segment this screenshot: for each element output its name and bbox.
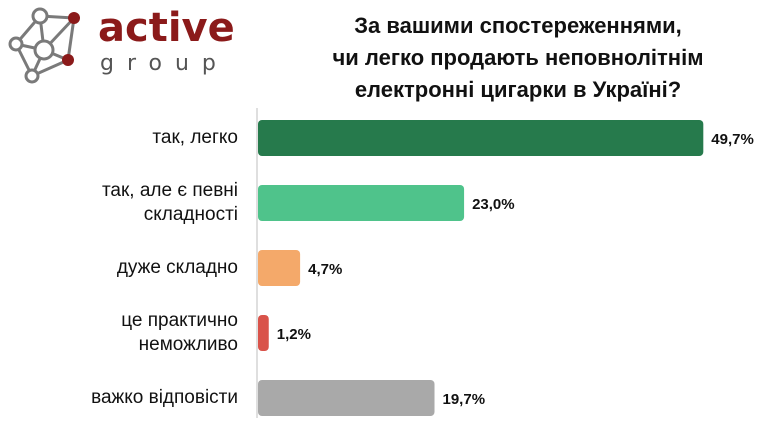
logo-name: active (98, 5, 235, 51)
category-label-2: так, але є певні складності (102, 179, 238, 227)
category-label-3-line-1: дуже складно (116, 257, 238, 278)
value-label-3: 4,7% (308, 261, 342, 278)
bar-4 (258, 315, 269, 351)
chart-title-line-3: електронні цигарки в Україні? (354, 77, 682, 102)
value-label-5: 19,7% (443, 391, 486, 408)
category-label-2-line-1: так, але є певні (101, 180, 238, 201)
category-label-4: це практично неможливо (121, 309, 238, 357)
category-label-3: дуже складно (117, 256, 238, 280)
chart-title-line-1: За вашими спостереженнями, (354, 13, 682, 38)
logo: active group (0, 0, 250, 90)
category-label-5: важко відповісти (91, 386, 238, 410)
bar-1 (258, 120, 704, 156)
bar-5 (258, 380, 435, 416)
category-label-2-line-2: складності (143, 204, 238, 225)
chart-title-line-2: чи легко продають неповнолітнім (332, 45, 704, 70)
bar-3 (258, 250, 301, 286)
value-label-1: 49,7% (711, 131, 754, 148)
category-label-1-line-1: так, легко (152, 127, 238, 148)
value-label-4: 1,2% (277, 326, 311, 343)
chart-title: За вашими спостереженнями, чи легко прод… (268, 10, 768, 106)
bar-2 (258, 185, 465, 221)
category-label-5-line-1: важко відповісти (91, 387, 238, 408)
category-label-1: так, легко (152, 126, 238, 150)
category-label-4-line-1: це практично (121, 310, 238, 331)
logo-subtitle: group (100, 51, 229, 76)
value-label-2: 23,0% (472, 196, 515, 213)
network-logo-icon (8, 7, 80, 84)
category-label-4-line-2: неможливо (138, 334, 238, 355)
